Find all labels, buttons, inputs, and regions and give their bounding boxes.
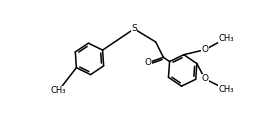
Text: S: S bbox=[131, 24, 137, 33]
Text: CH₃: CH₃ bbox=[219, 85, 234, 94]
Text: O: O bbox=[202, 74, 209, 83]
Text: O: O bbox=[202, 45, 209, 54]
Text: O: O bbox=[144, 58, 151, 67]
Text: CH₃: CH₃ bbox=[51, 86, 66, 95]
Text: CH₃: CH₃ bbox=[219, 34, 234, 43]
